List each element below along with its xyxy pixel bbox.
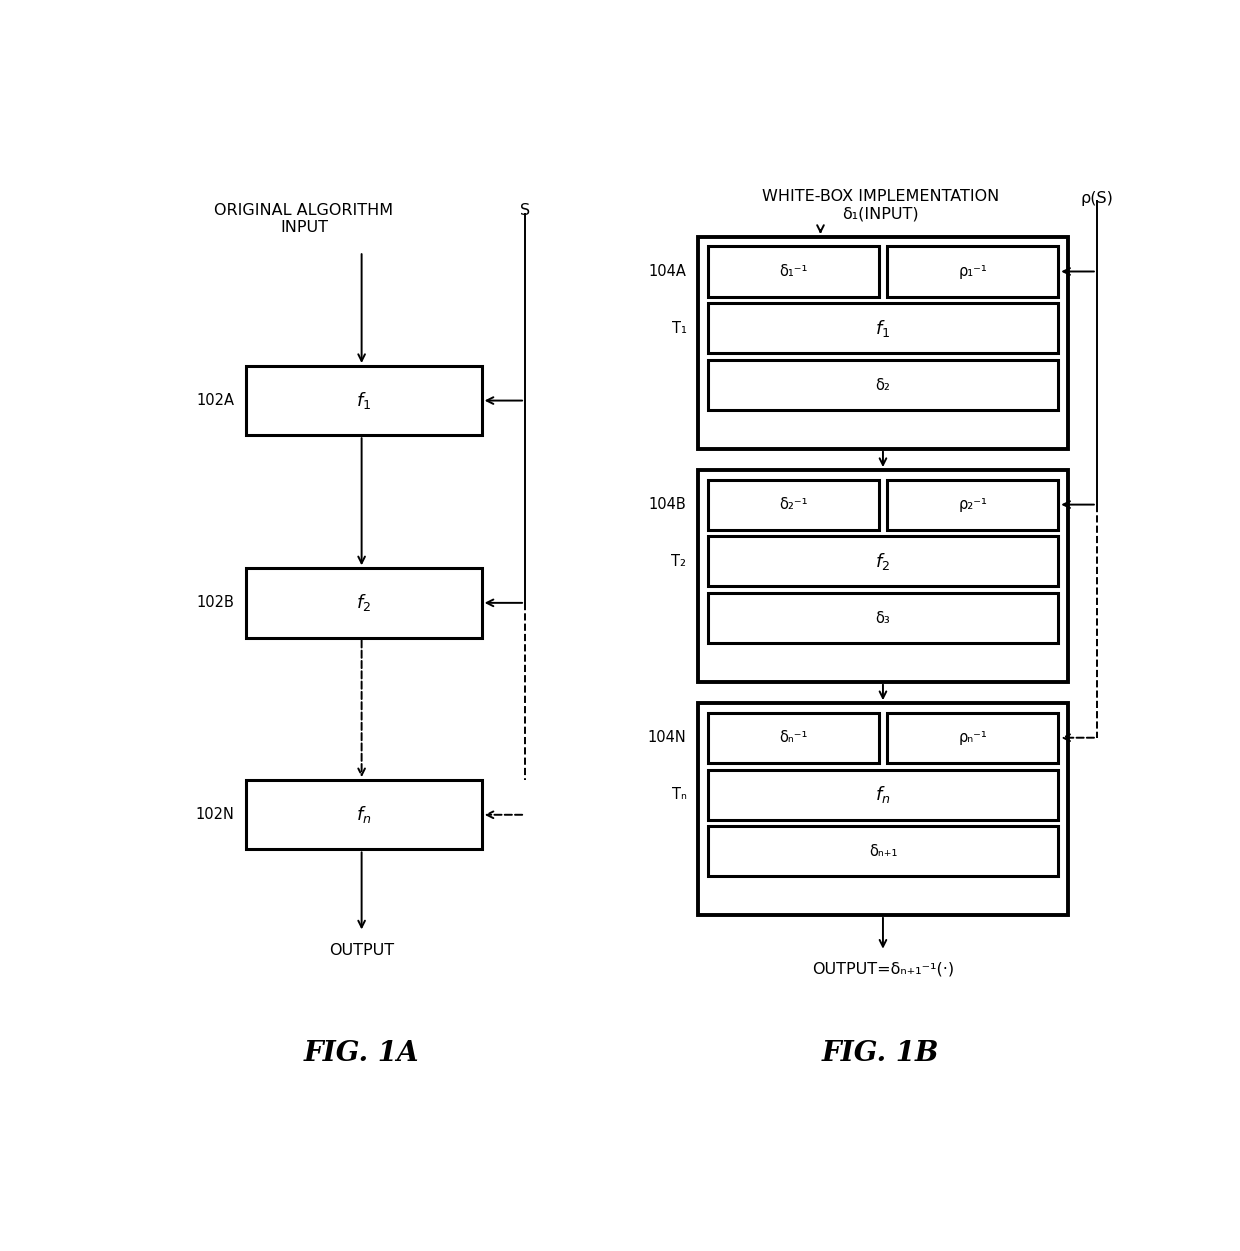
Bar (708, 303, 1058, 353)
Text: $f_n$: $f_n$ (356, 804, 372, 826)
Bar (708, 827, 1058, 877)
Text: T₂: T₂ (671, 554, 687, 569)
Text: $f_2$: $f_2$ (875, 550, 890, 572)
Bar (708, 537, 1058, 587)
Bar (698, 703, 1068, 914)
Text: ORIGINAL ALGORITHM
INPUT: ORIGINAL ALGORITHM INPUT (215, 203, 393, 235)
Bar (887, 713, 1058, 763)
Text: 102N: 102N (196, 807, 234, 822)
Bar (698, 470, 1068, 682)
Bar (247, 568, 481, 638)
Text: $f_1$: $f_1$ (875, 318, 890, 339)
Text: δ₂: δ₂ (875, 378, 890, 393)
Text: ρ₁⁻¹: ρ₁⁻¹ (959, 264, 987, 279)
Text: $f_1$: $f_1$ (356, 390, 372, 412)
Text: T₁: T₁ (672, 320, 687, 335)
Bar (247, 781, 481, 849)
Bar (708, 479, 879, 529)
Bar (708, 769, 1058, 819)
Text: $f_2$: $f_2$ (356, 593, 372, 613)
Text: OUTPUT: OUTPUT (329, 943, 394, 958)
Text: FIG. 1B: FIG. 1B (822, 1040, 940, 1067)
Bar (698, 236, 1068, 449)
Bar (887, 479, 1058, 529)
Text: OUTPUT=δₙ₊₁⁻¹(·): OUTPUT=δₙ₊₁⁻¹(·) (812, 961, 954, 976)
Text: ρ₂⁻¹: ρ₂⁻¹ (959, 497, 987, 512)
Bar (247, 365, 481, 435)
Bar (708, 246, 879, 296)
Text: δₙ⁻¹: δₙ⁻¹ (779, 731, 807, 746)
Text: $f_n$: $f_n$ (875, 784, 890, 806)
Bar (708, 360, 1058, 410)
Text: FIG. 1A: FIG. 1A (304, 1040, 419, 1067)
Bar (708, 713, 879, 763)
Text: δ₂⁻¹: δ₂⁻¹ (779, 497, 807, 512)
Text: δ₁⁻¹: δ₁⁻¹ (779, 264, 807, 279)
Text: 102B: 102B (197, 595, 234, 610)
Text: δₙ₊₁: δₙ₊₁ (869, 844, 898, 859)
Text: ρₙ⁻¹: ρₙ⁻¹ (959, 731, 987, 746)
Text: 104B: 104B (649, 497, 687, 512)
Bar (887, 246, 1058, 296)
Text: 104A: 104A (649, 264, 687, 279)
Text: S: S (520, 203, 529, 218)
Bar (708, 593, 1058, 643)
Text: WHITE-BOX IMPLEMENTATION
δ₁(INPUT): WHITE-BOX IMPLEMENTATION δ₁(INPUT) (761, 189, 999, 221)
Text: δ₃: δ₃ (875, 610, 890, 626)
Text: Tₙ: Tₙ (672, 787, 687, 802)
Text: 102A: 102A (197, 393, 234, 408)
Text: ρ(S): ρ(S) (1080, 190, 1114, 205)
Text: 104N: 104N (647, 731, 687, 746)
